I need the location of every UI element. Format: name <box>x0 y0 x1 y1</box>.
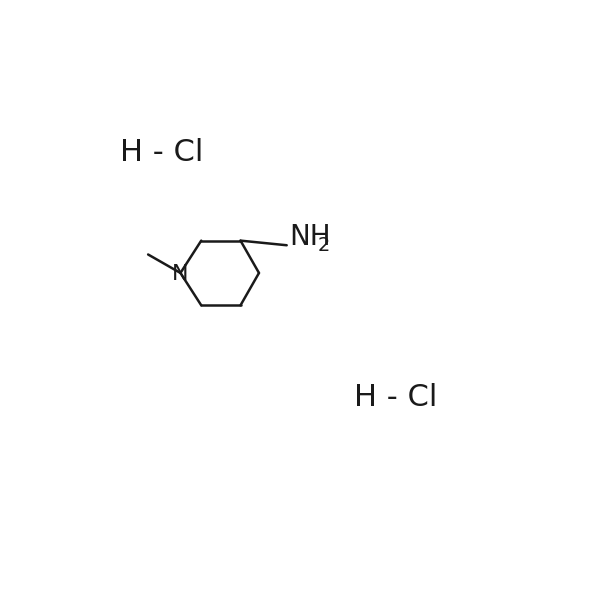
Text: H - Cl: H - Cl <box>354 383 437 412</box>
Text: N: N <box>172 265 188 284</box>
Text: 2: 2 <box>317 236 329 255</box>
Text: H - Cl: H - Cl <box>121 139 204 167</box>
Text: NH: NH <box>289 223 331 251</box>
